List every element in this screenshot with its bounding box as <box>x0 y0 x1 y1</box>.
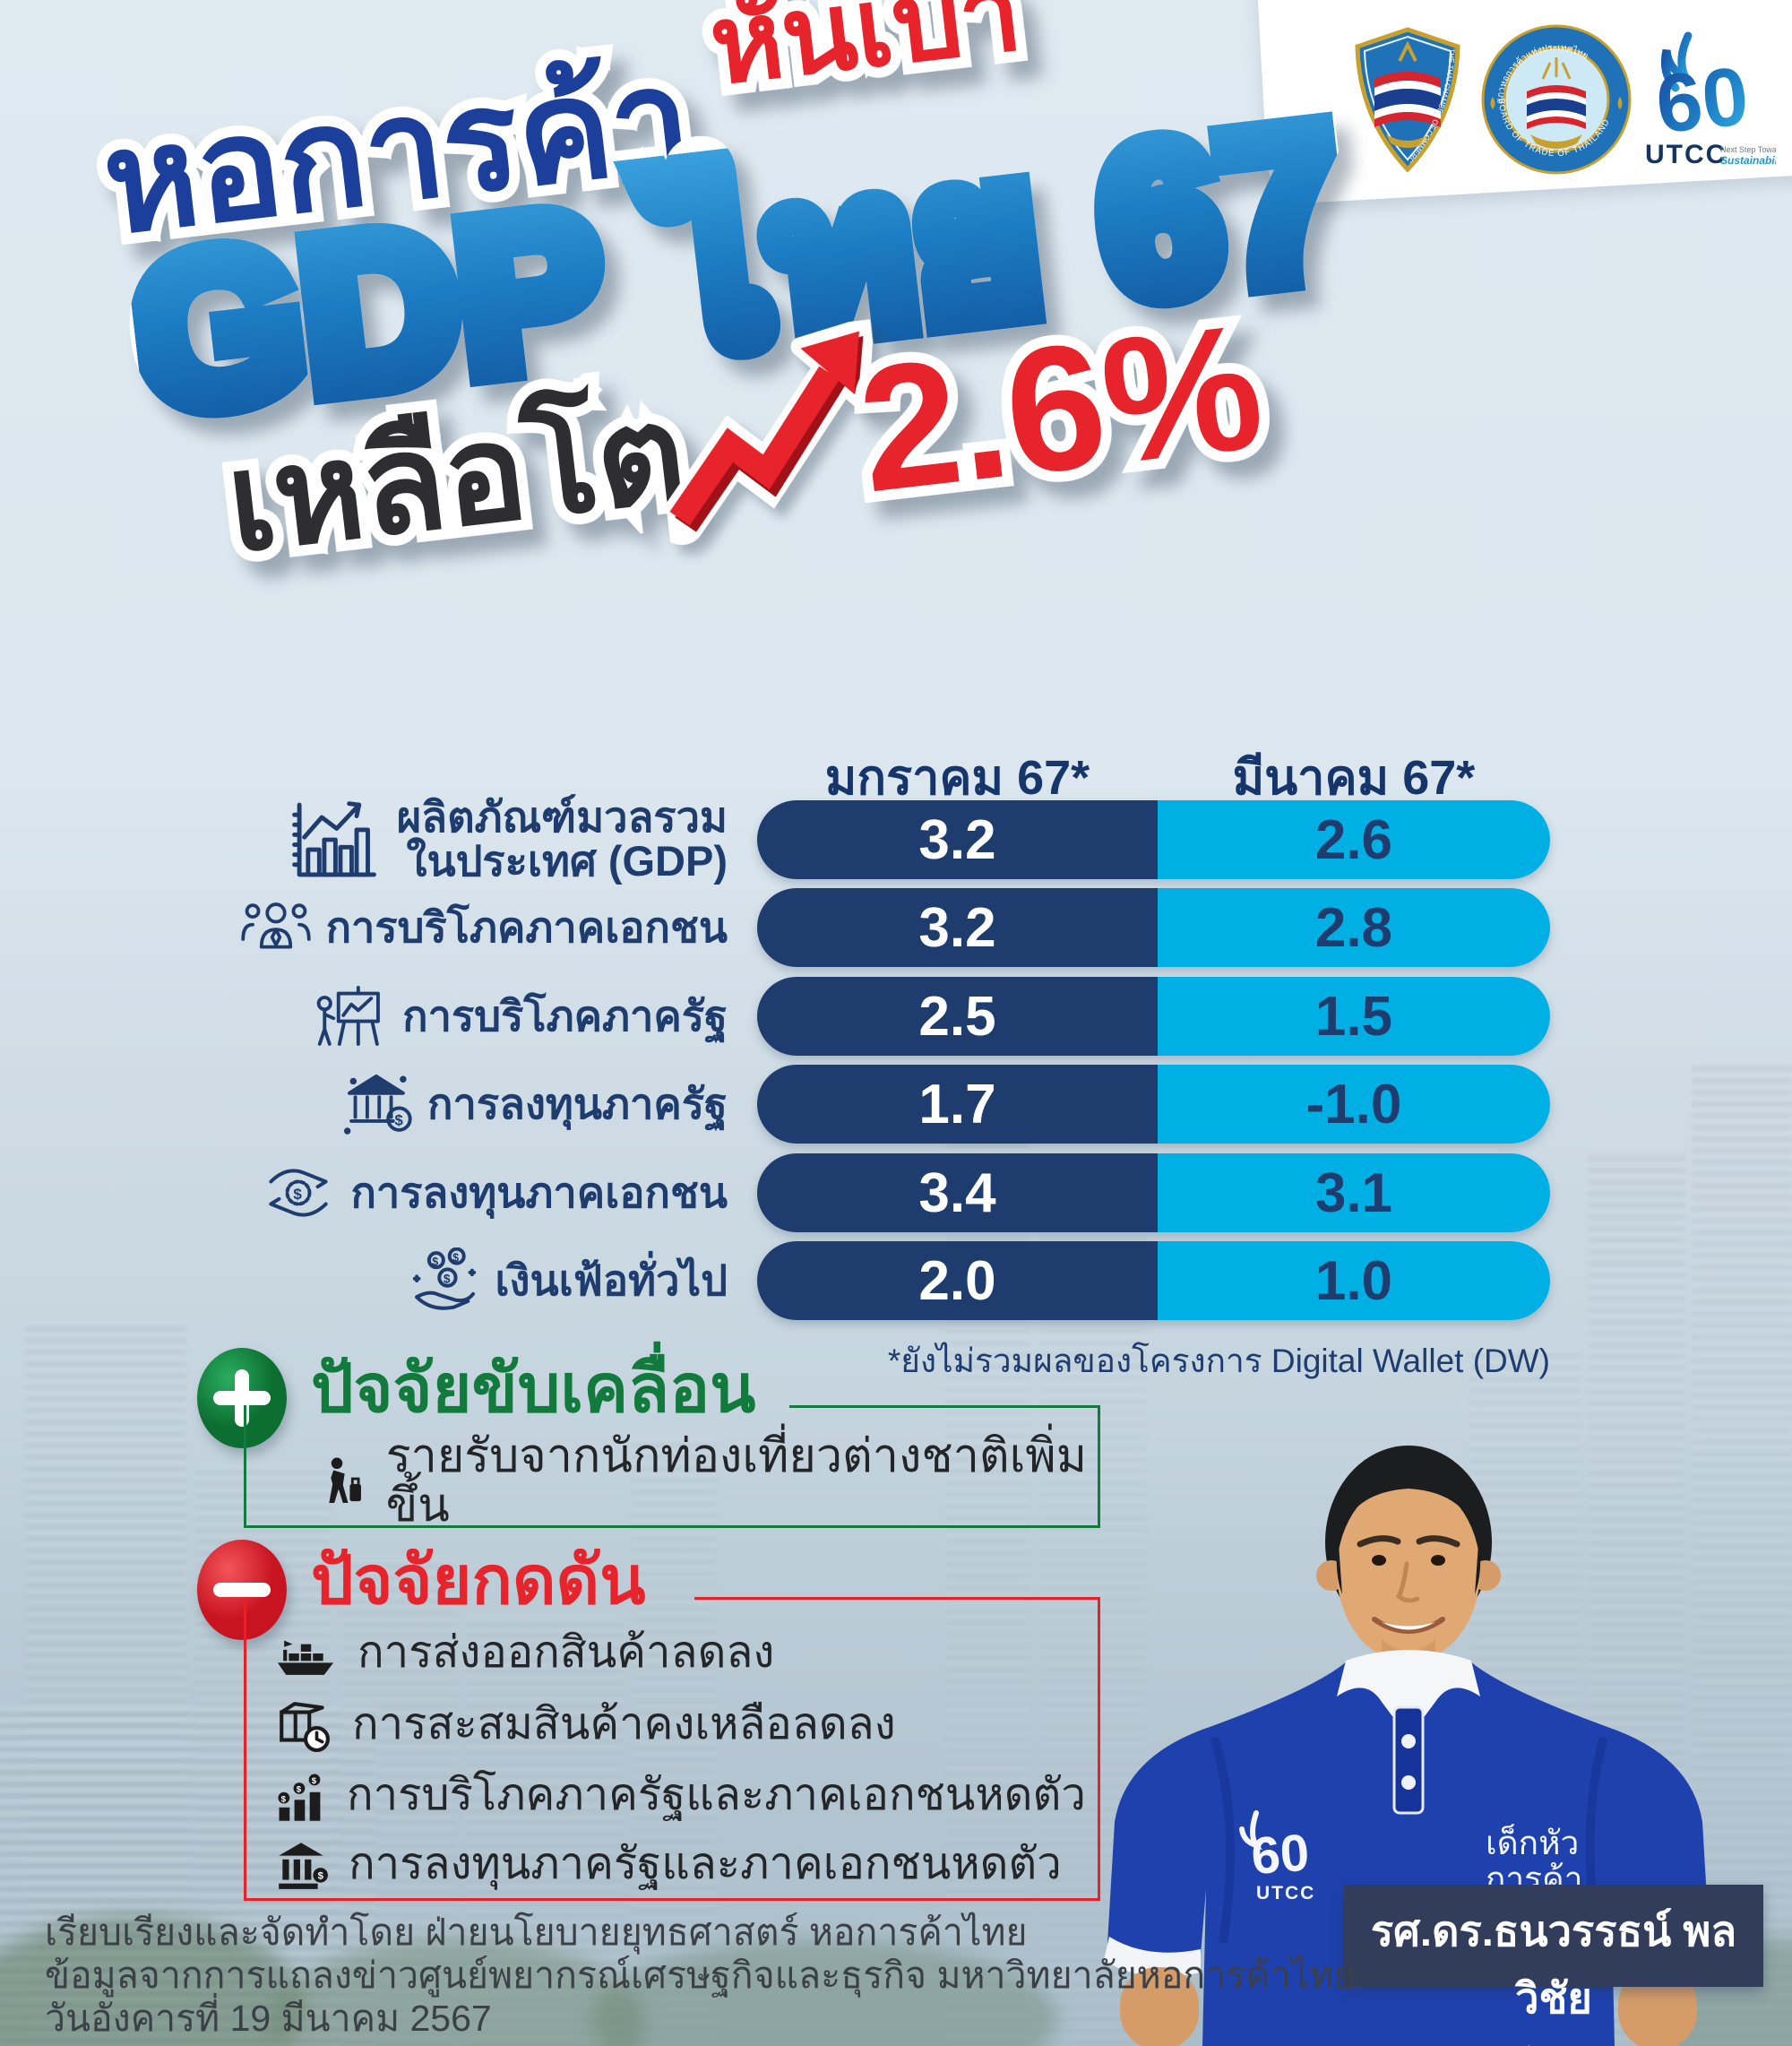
pressure-item-exports: การส่งออกสินค้าลดลง <box>273 1627 774 1679</box>
gdp-chart-icon <box>291 801 376 877</box>
government-consumption-mar-value: 1.5 <box>1157 977 1550 1056</box>
headline-part-2: หั่นเป้า หั่นเป้า <box>694 0 1038 117</box>
drivers-box-topline <box>789 1405 1098 1408</box>
ship-icon <box>277 1640 334 1675</box>
svg-text:$: $ <box>297 1785 302 1795</box>
traveler-icon <box>329 1457 361 1503</box>
coins-bars-icon: $ $ $ <box>278 1774 321 1821</box>
table-footnote: *ยังไม่รวมผลของโครงการ Digital Wallet (D… <box>887 1342 1550 1379</box>
svg-text:$: $ <box>444 1272 451 1285</box>
thai-chamber-of-commerce-logo: THE THAI CHAMBER OF COMMERCE <box>1346 25 1460 173</box>
hands-coin-icon: $ <box>269 1169 329 1217</box>
row-label-gdp: ผลิตภัณฑ์มวลรวม ในประเทศ (GDP) <box>134 795 728 883</box>
table-row-government-consumption: 2.5 1.5 <box>757 977 1550 1056</box>
inflation-mar-value: 1.0 <box>1157 1241 1550 1320</box>
utcc-60-number: 60 <box>1652 50 1753 151</box>
bank-icon: $ <box>279 1843 328 1889</box>
footer-date-line: วันอังคารที่ 19 มีนาคม 2567 <box>45 1998 492 2039</box>
hand-coins-icon: $ $ $ <box>413 1247 477 1310</box>
headline: หอการค้า หอการค้า หั่นเป้า หั่นเป้า GDP ไท… <box>85 0 1490 614</box>
government-investment-mar-value: -1.0 <box>1157 1065 1550 1144</box>
utcc-acronym: UTCC <box>1645 140 1727 169</box>
svg-text:$: $ <box>394 1111 403 1128</box>
board-of-trade-logo: สภาหอการค้าแห่งประเทศไทย BOARD OF TRADE … <box>1481 24 1632 175</box>
column-header-mar: มีนาคม 67* <box>1232 751 1476 805</box>
table-row-gdp: 3.2 2.6 <box>757 800 1550 879</box>
row-label-government-consumption: การบริโภคภาครัฐ <box>134 977 728 1056</box>
private-consumption-jan-value: 3.2 <box>757 888 1158 967</box>
svg-text:$: $ <box>294 1186 303 1203</box>
table-row-inflation: 2.0 1.0 <box>757 1241 1550 1320</box>
government-investment-jan-value: 1.7 <box>757 1065 1158 1144</box>
utcc-60-logo: 60 UTCC Next Step Towards Sustainability <box>1645 31 1776 169</box>
footer-source-line: ข้อมูลจากการแถลงข่าวศูนย์พยากรณ์เศรษฐกิจ… <box>45 1955 1356 1996</box>
gdp-mar-value: 2.6 <box>1157 800 1550 879</box>
svg-text:$: $ <box>318 1871 324 1882</box>
private-investment-mar-value: 3.1 <box>1157 1153 1550 1232</box>
utcc-tagline-2: Sustainability <box>1720 154 1776 167</box>
minus-icon <box>197 1540 287 1640</box>
people-icon <box>240 902 311 949</box>
spokesman-caption: รศ.ดร.ธนวรรธน์ พลวิชัย อธิการบดี มหาวิทย… <box>1344 1885 1763 2046</box>
private-investment-jan-value: 3.4 <box>757 1153 1158 1232</box>
bank-coin-icon: $ <box>343 1074 412 1135</box>
pressures-box-topline <box>694 1597 1098 1600</box>
spokesman-role: อธิการบดี มหาวิทยาลัยหอการค้าไทย <box>1344 2037 1763 2046</box>
pressures-box: การส่งออกสินค้าลดลง การสะสมสินค้าคงเหลือ… <box>244 1597 1100 1901</box>
pressure-item-inventory: การสะสมสินค้าคงเหลือลดลง <box>273 1697 896 1753</box>
svg-text:$: $ <box>281 1794 287 1804</box>
footer-credit-line: เรียบเรียงและจัดทำโดย ฝ่ายนโยบายยุทธศาสต… <box>45 1912 1028 1953</box>
headline-part-5: 2.6% 2.6% <box>839 275 1281 540</box>
row-label-private-investment: $ การลงทุนภาคเอกชน <box>134 1153 728 1232</box>
pressure-item-investment-contraction: $ การลงทุนภาครัฐและภาคเอกชนหดตัว <box>273 1837 1062 1893</box>
svg-text:$: $ <box>312 1776 317 1786</box>
pressure-item-consumption-contraction: $ $ $ การบริโภคภาครัฐและภาคเอกชนหดตัว <box>273 1767 1086 1825</box>
driver-item-tourism: รายรับจากนักท่องเที่ยวต่างชาติเพิ่มขึ้น <box>314 1432 1098 1530</box>
gdp-jan-value: 3.2 <box>757 800 1158 879</box>
svg-text:$: $ <box>453 1251 460 1264</box>
shirt-utcc-text: UTCC <box>1256 1883 1315 1904</box>
spokesman-name: รศ.ดร.ธนวรรธน์ พลวิชัย <box>1370 1907 1737 2022</box>
presentation-icon <box>316 986 381 1046</box>
private-consumption-mar-value: 2.8 <box>1157 888 1550 967</box>
table-row-private-investment: 3.4 3.1 <box>757 1153 1550 1232</box>
growth-arrow-icon <box>658 319 874 546</box>
column-header-jan: มกราคม 67* <box>824 751 1090 805</box>
drivers-heading: ปัจจัยขับเคลื่อน <box>311 1351 756 1426</box>
inflation-jan-value: 2.0 <box>757 1241 1158 1320</box>
government-consumption-jan-value: 2.5 <box>757 977 1158 1056</box>
table-row-private-consumption: 3.2 2.8 <box>757 888 1550 967</box>
row-label-inflation: $ $ $ เงินเฟ้อทั่วไป <box>134 1241 728 1320</box>
shirt-text-line1: เด็กหัว <box>1486 1822 1579 1861</box>
svg-text:$: $ <box>433 1256 439 1268</box>
inventory-box-clock-icon <box>280 1702 330 1752</box>
pressures-heading: ปัจจัยกดดัน <box>311 1542 646 1618</box>
row-label-government-investment: $ การลงทุนภาครัฐ <box>134 1065 728 1144</box>
drivers-box: รายรับจากนักท่องเที่ยวต่างชาติเพิ่มขึ้น <box>244 1405 1100 1530</box>
utcc-tagline-1: Next Step Towards <box>1720 145 1776 154</box>
row-label-private-consumption: การบริโภคภาคเอกชน <box>134 888 728 967</box>
shirt-60-number: 60 <box>1249 1824 1311 1886</box>
table-row-government-investment: 1.7 -1.0 <box>757 1065 1550 1144</box>
